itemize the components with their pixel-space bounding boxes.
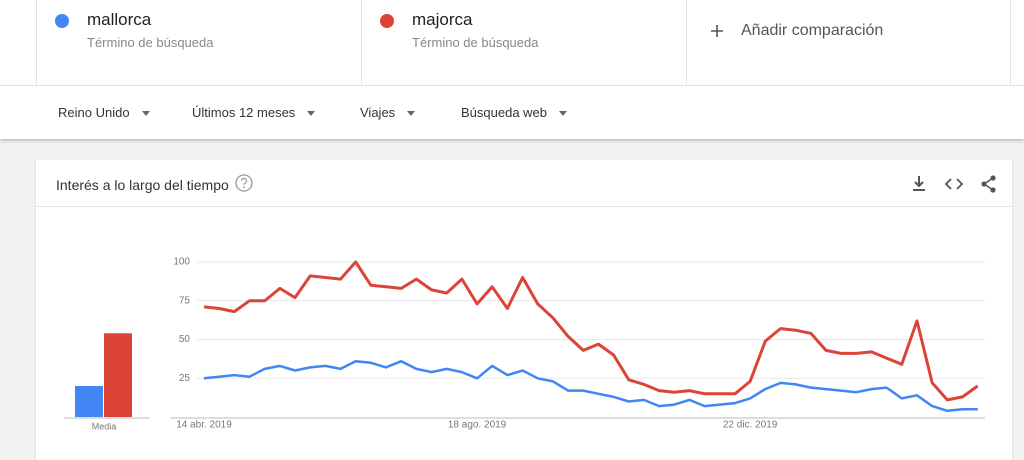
filter[interactable]: Últimos 12 meses <box>192 105 315 120</box>
y-tick-label: 25 <box>179 373 191 384</box>
plus-icon <box>711 25 723 37</box>
help-icon[interactable] <box>235 174 253 192</box>
term-subtitle: Término de búsqueda <box>87 35 214 50</box>
filter[interactable]: Reino Unido <box>58 105 150 120</box>
download-icon[interactable] <box>913 176 925 191</box>
x-tick-label: Media <box>92 421 117 431</box>
term-dot <box>55 14 69 28</box>
line-series <box>203 260 979 402</box>
chart-card: Interés a lo largo del tiempo <box>36 160 1012 460</box>
add-comparison[interactable]: Añadir comparación <box>686 0 1011 84</box>
term-card[interactable]: majorca Término de búsqueda <box>361 0 686 84</box>
term-name: mallorca <box>87 10 152 29</box>
header: mallorca Término de búsqueda majorca Tér… <box>0 0 1024 85</box>
y-tick-label: 100 <box>173 257 190 268</box>
x-tick-label: 18 ago. 2019 <box>448 420 507 431</box>
divider <box>36 206 1012 207</box>
card-title: Interés a lo largo del tiempo <box>56 177 229 193</box>
line-series <box>203 359 978 413</box>
add-label: Añadir comparación <box>741 22 884 39</box>
x-tick-label: 14 abr. 2019 <box>176 420 232 431</box>
bar <box>104 333 132 417</box>
filter-bar: Reino Unido Últimos 12 meses Viajes Búsq… <box>0 85 1024 139</box>
x-tick-label: 22 dic. 2019 <box>723 420 778 431</box>
card-actions <box>913 175 996 193</box>
share-icon[interactable] <box>981 175 996 193</box>
y-tick-label: 75 <box>179 295 191 306</box>
filter[interactable]: Búsqueda web <box>461 105 567 120</box>
bar <box>75 386 103 417</box>
term-card[interactable]: mallorca Término de búsqueda <box>36 0 361 84</box>
filter[interactable]: Viajes <box>360 105 415 120</box>
y-tick-label: 50 <box>179 334 191 345</box>
term-subtitle: Término de búsqueda <box>412 35 539 50</box>
term-dot <box>380 14 394 28</box>
term-name: majorca <box>412 10 473 29</box>
embed-icon[interactable] <box>944 178 964 190</box>
